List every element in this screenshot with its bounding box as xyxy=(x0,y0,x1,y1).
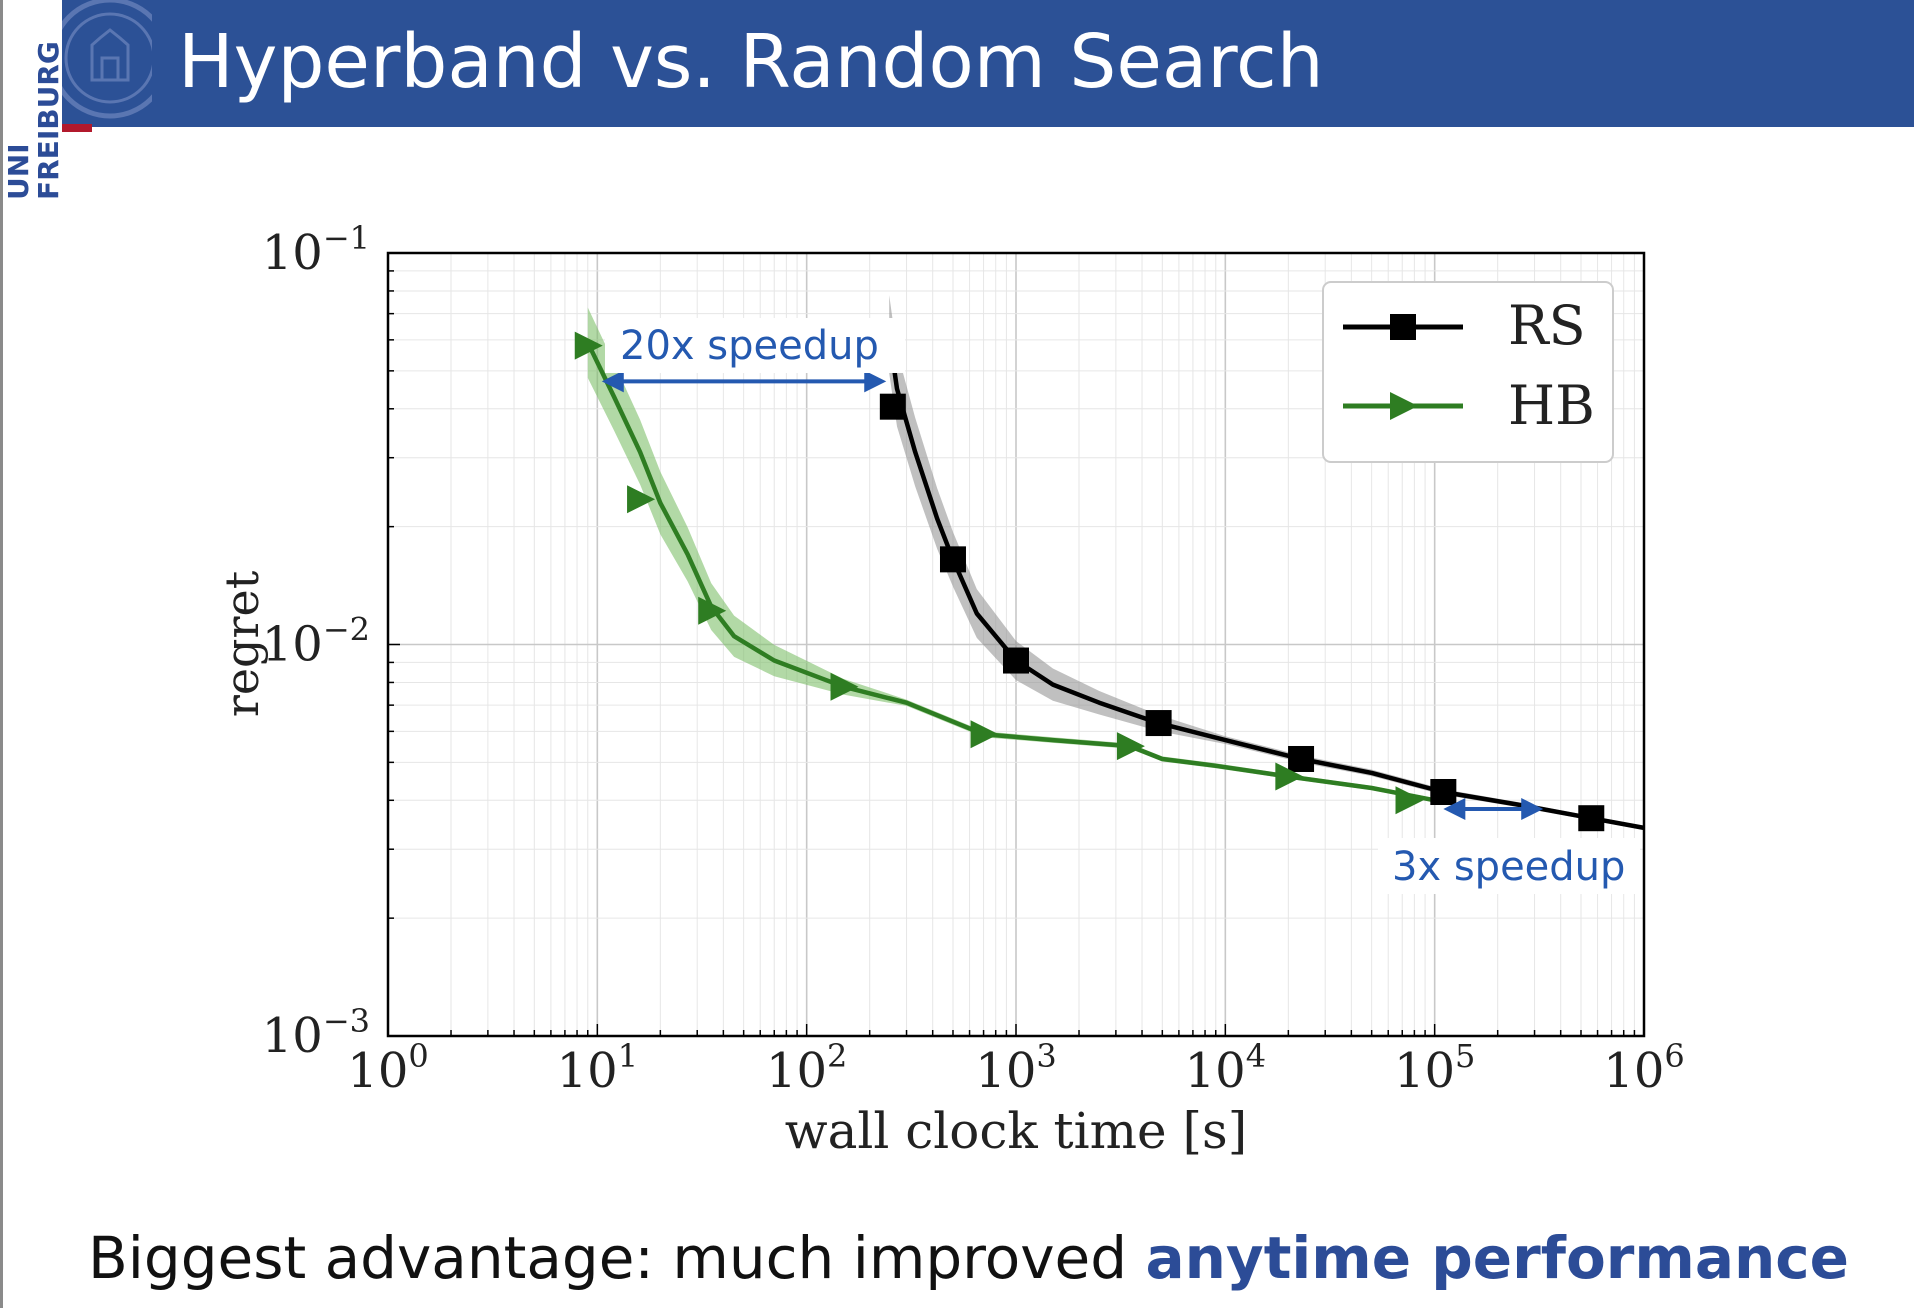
speedup-arrow-head-left xyxy=(1443,798,1466,821)
rs-marker xyxy=(879,393,906,420)
y-axis-label: regret xyxy=(215,570,269,717)
series-lines xyxy=(585,333,1645,831)
uni-freiburg-logo: UNI FREIBURG xyxy=(2,41,64,200)
rs-marker xyxy=(1288,745,1315,772)
x-tick-labels: 100 101 102 103 104 105 106 xyxy=(347,1037,1684,1099)
hb-marker xyxy=(1275,762,1304,791)
slide-caption: Biggest advantage: much improved anytime… xyxy=(88,1218,1849,1298)
speedup-label-background xyxy=(1378,838,1640,894)
x-axis-label: wall clock time [s] xyxy=(785,1102,1247,1160)
axis-ticks xyxy=(387,252,1636,1037)
hb-marker xyxy=(698,596,727,625)
speedup-annotations: 20x speedup 3x speedup xyxy=(601,318,1640,894)
hb-marker xyxy=(970,720,999,749)
logo-accent-bar xyxy=(62,124,92,132)
hb-marker xyxy=(1395,786,1424,815)
speedup-label: 20x speedup xyxy=(620,323,879,369)
hb-confidence-band xyxy=(587,307,1435,803)
y-tick-label: 10−2 xyxy=(262,611,370,673)
x-tick-label: 102 xyxy=(766,1037,847,1099)
y-tick-label: 10−1 xyxy=(262,219,370,281)
caption-emphasis: anytime performance xyxy=(1145,1224,1849,1292)
y-tick-labels: 10−3 10−2 10−1 xyxy=(262,219,370,1064)
rs-marker xyxy=(1578,805,1605,832)
title-banner xyxy=(62,0,1914,127)
hb-marker xyxy=(1116,732,1145,761)
x-tick-label: 106 xyxy=(1603,1037,1684,1099)
speedup-label: 3x speedup xyxy=(1392,844,1625,890)
speedup-arrow-head-right xyxy=(864,370,887,393)
logo-text-freiburg: FREIBURG xyxy=(32,41,64,200)
rs-series-line xyxy=(886,333,1645,831)
university-seal-icon xyxy=(62,0,152,119)
x-tick-label: 105 xyxy=(1394,1037,1475,1099)
regret-chart: 100 101 102 103 104 105 106 10−3 10−2 10−1 wall … xyxy=(215,219,1685,1160)
speedup-arrow-head-right xyxy=(1521,798,1544,821)
x-tick-label: 100 xyxy=(347,1037,428,1099)
legend: RS HB xyxy=(1322,281,1614,463)
speedup-label-background xyxy=(605,318,905,373)
hb-marker xyxy=(830,672,859,701)
x-tick-label: 103 xyxy=(975,1037,1056,1099)
rs-marker xyxy=(939,546,966,573)
caption-text: Biggest advantage: much improved xyxy=(88,1224,1146,1292)
legend-rs-marker xyxy=(1390,314,1416,340)
legend-hb-label: HB xyxy=(1508,374,1595,437)
legend-hb-marker xyxy=(1390,392,1418,420)
x-tick-label: 101 xyxy=(557,1037,638,1099)
slide-title: Hyperband vs. Random Search xyxy=(178,19,1324,105)
hb-marker xyxy=(627,485,656,514)
x-tick-label: 104 xyxy=(1185,1037,1266,1099)
rs-marker xyxy=(1145,710,1172,737)
y-tick-label: 10−3 xyxy=(262,1002,370,1064)
series-markers xyxy=(574,331,1605,832)
rs-marker xyxy=(1430,778,1457,805)
hb-marker xyxy=(574,331,603,360)
slide-left-border xyxy=(0,0,3,1308)
hb-series-line xyxy=(585,341,1436,803)
logo-text-uni: UNI xyxy=(2,143,35,200)
rs-marker xyxy=(1003,647,1029,674)
legend-rs-label: RS xyxy=(1508,294,1586,357)
speedup-arrow-head-left xyxy=(601,370,624,393)
